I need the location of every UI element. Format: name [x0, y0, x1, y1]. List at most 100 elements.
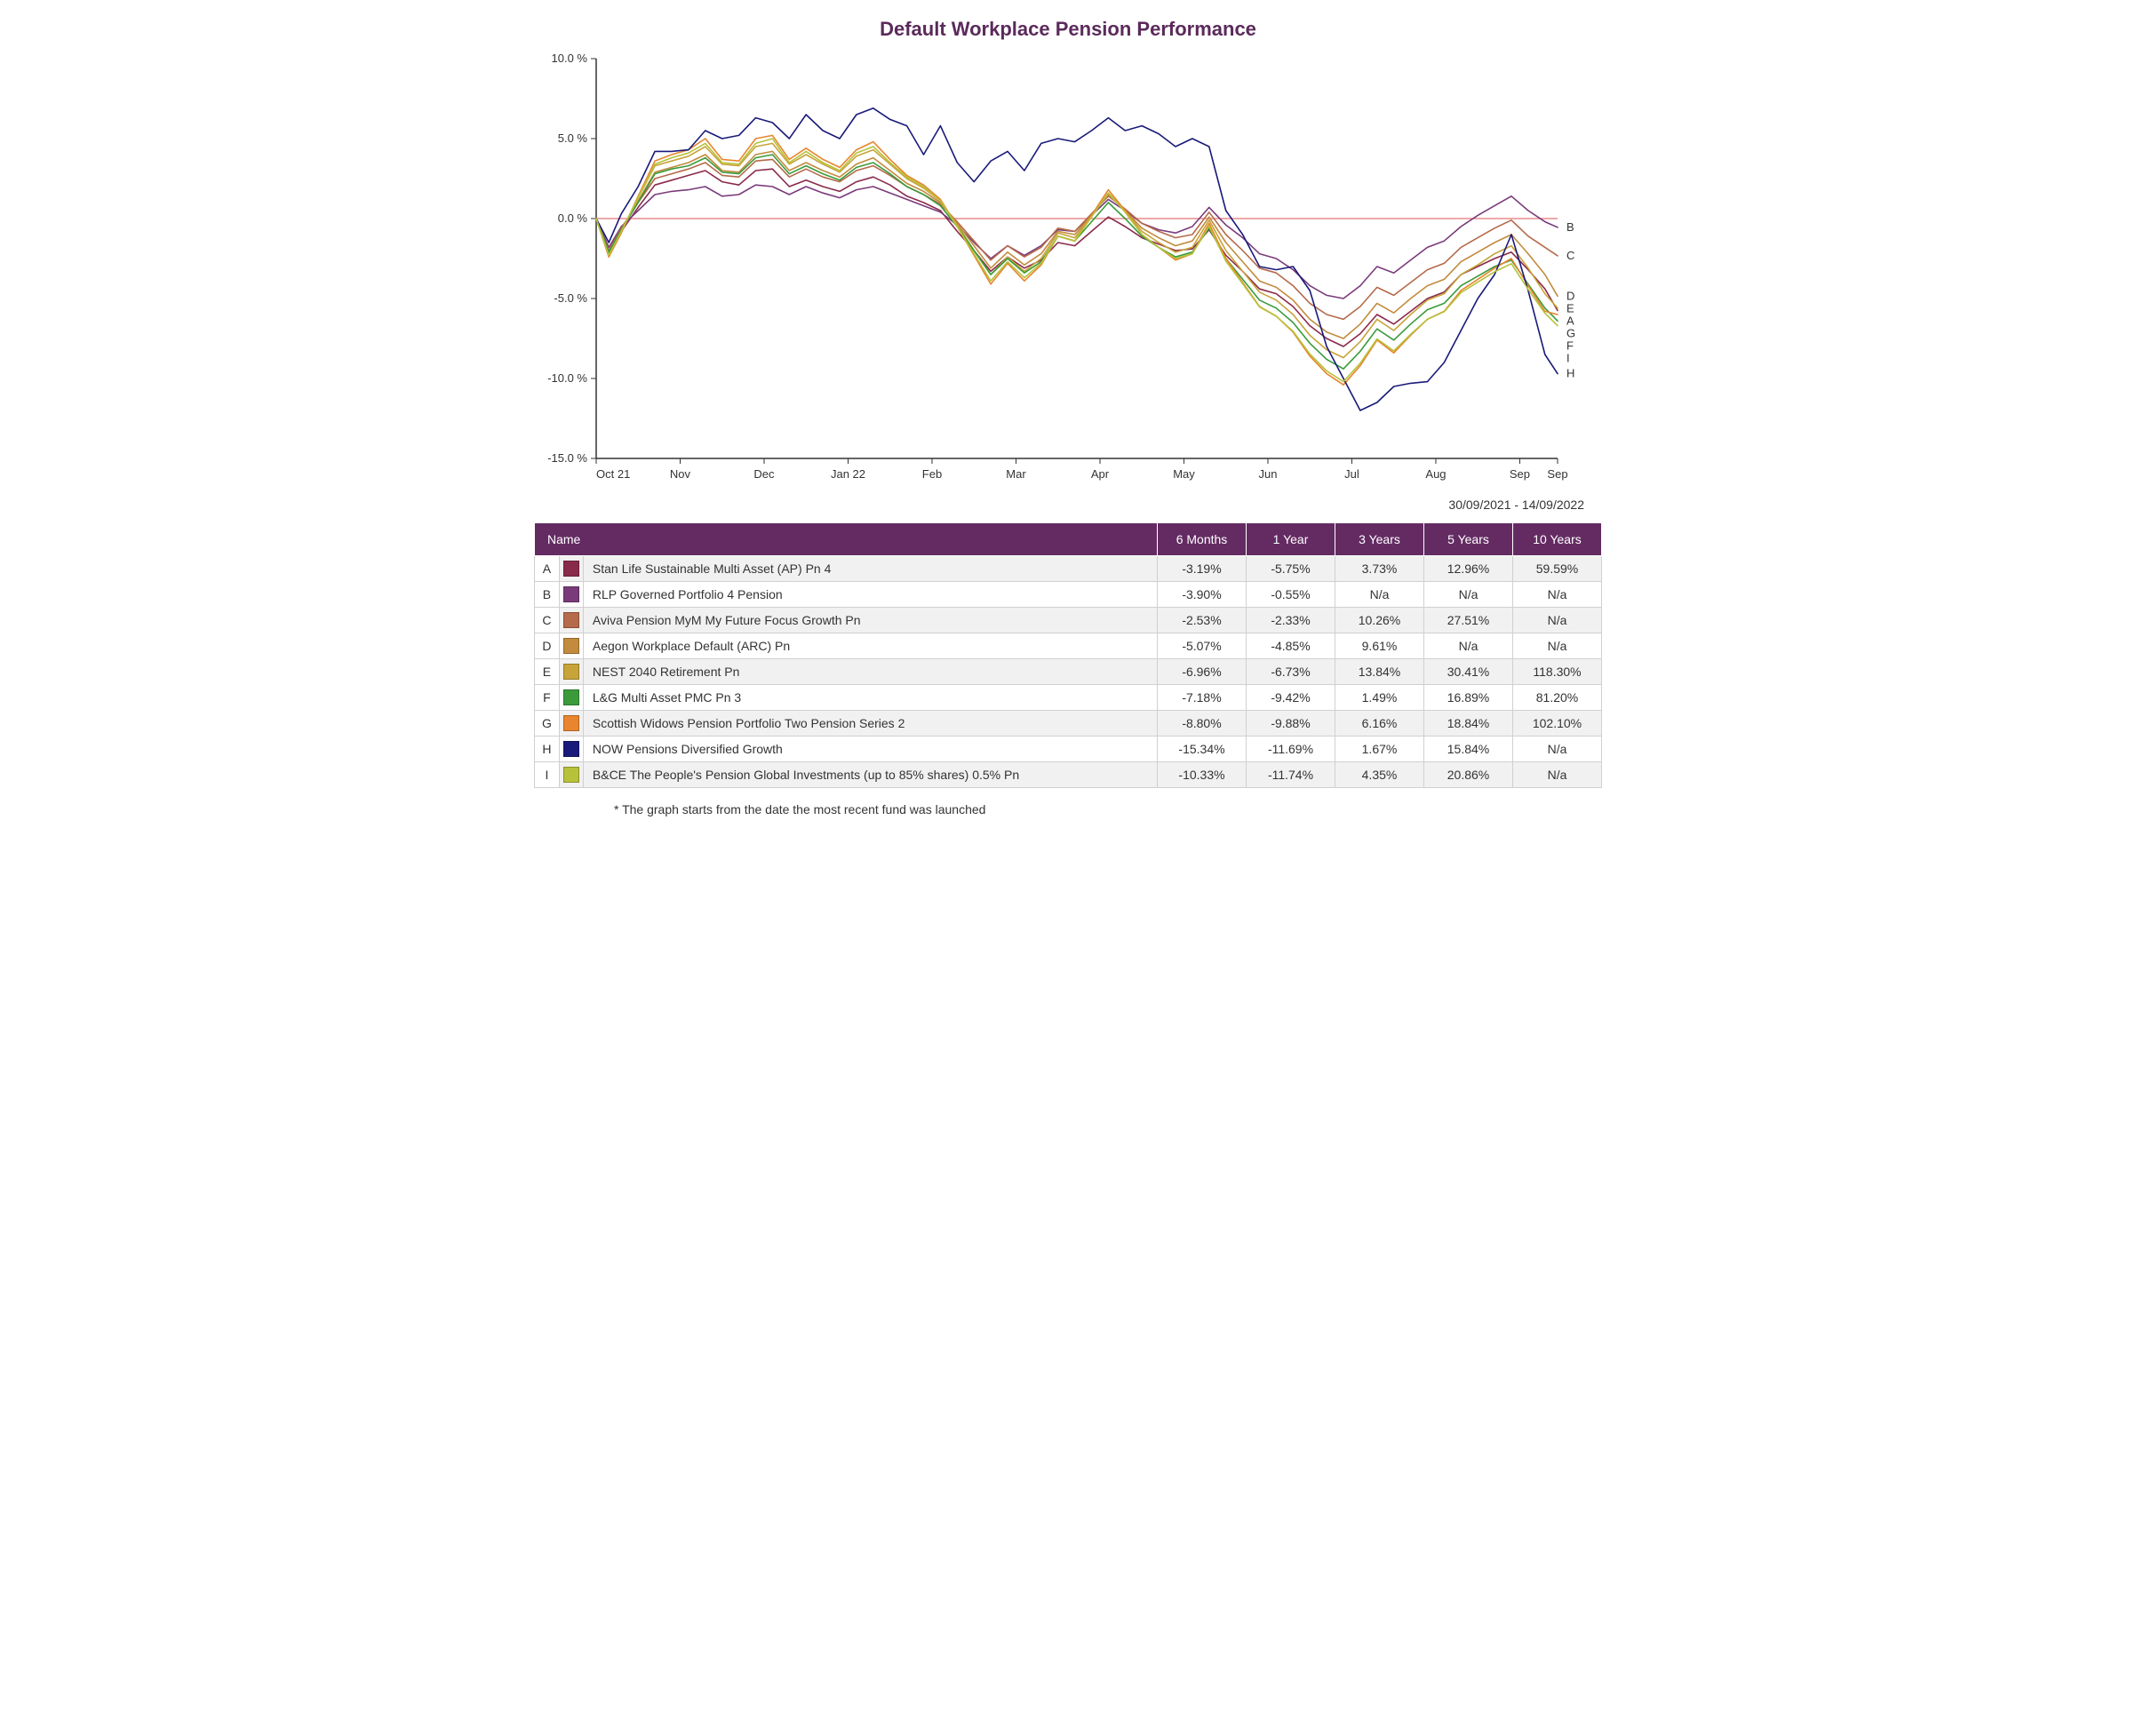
return-cell: N/a [1513, 737, 1602, 762]
return-cell: -3.90% [1158, 582, 1247, 608]
svg-text:D: D [1566, 289, 1574, 302]
color-swatch [559, 608, 583, 633]
return-cell: 13.84% [1335, 659, 1424, 685]
return-cell: 4.35% [1335, 762, 1424, 788]
return-cell: -10.33% [1158, 762, 1247, 788]
row-key: D [535, 633, 560, 659]
svg-text:Feb: Feb [922, 467, 942, 481]
svg-text:May: May [1173, 467, 1195, 481]
svg-text:F: F [1566, 338, 1574, 352]
return-cell: 16.89% [1424, 685, 1513, 711]
return-cell: 15.84% [1424, 737, 1513, 762]
svg-text:Nov: Nov [670, 467, 691, 481]
return-cell: N/a [1335, 582, 1424, 608]
col-header: 6 Months [1158, 523, 1247, 556]
svg-text:-15.0 %: -15.0 % [547, 451, 587, 465]
return-cell: 10.26% [1335, 608, 1424, 633]
fund-name: B&CE The People's Pension Global Investm… [583, 762, 1157, 788]
return-cell: 6.16% [1335, 711, 1424, 737]
svg-text:A: A [1566, 314, 1574, 327]
table-row: B RLP Governed Portfolio 4 Pension-3.90%-… [535, 582, 1602, 608]
row-key: C [535, 608, 560, 633]
svg-text:G: G [1566, 326, 1575, 339]
col-header: 10 Years [1513, 523, 1602, 556]
svg-text:10.0 %: 10.0 % [552, 52, 588, 65]
return-cell: 102.10% [1513, 711, 1602, 737]
return-cell: -5.75% [1247, 556, 1335, 582]
svg-text:Jun: Jun [1258, 467, 1277, 481]
svg-text:Mar: Mar [1006, 467, 1026, 481]
col-header: 5 Years [1424, 523, 1513, 556]
svg-text:Dec: Dec [753, 467, 775, 481]
color-swatch [559, 711, 583, 737]
table-row: HNOW Pensions Diversified Growth-15.34%-… [535, 737, 1602, 762]
fund-name: Aegon Workplace Default (ARC) Pn [583, 633, 1157, 659]
table-row: C Aviva Pension MyM My Future Focus Growt… [535, 608, 1602, 633]
table-row: DAegon Workplace Default (ARC) Pn-5.07%-… [535, 633, 1602, 659]
color-swatch [559, 685, 583, 711]
return-cell: -15.34% [1158, 737, 1247, 762]
return-cell: -2.53% [1158, 608, 1247, 633]
return-cell: 59.59% [1513, 556, 1602, 582]
chart-title: Default Workplace Pension Performance [534, 18, 1602, 41]
return-cell: 27.51% [1424, 608, 1513, 633]
fund-name: RLP Governed Portfolio 4 Pension [583, 582, 1157, 608]
row-key: H [535, 737, 560, 762]
row-key: F [535, 685, 560, 711]
table-row: ENEST 2040 Retirement Pn-6.96%-6.73%13.8… [535, 659, 1602, 685]
fund-name: Aviva Pension MyM My Future Focus Growth… [583, 608, 1157, 633]
date-range-label: 30/09/2021 - 14/09/2022 [534, 498, 1602, 512]
return-cell: -6.96% [1158, 659, 1247, 685]
col-header-name: Name [535, 523, 1158, 556]
color-swatch [559, 659, 583, 685]
return-cell: -9.42% [1247, 685, 1335, 711]
svg-text:I: I [1566, 351, 1570, 364]
color-swatch [559, 633, 583, 659]
table-row: I B&CE The People's Pension Global Invest… [535, 762, 1602, 788]
color-swatch [559, 737, 583, 762]
return-cell: 1.49% [1335, 685, 1424, 711]
svg-text:5.0 %: 5.0 % [558, 131, 588, 145]
svg-text:E: E [1566, 301, 1574, 315]
return-cell: N/a [1513, 608, 1602, 633]
svg-text:Jan 22: Jan 22 [831, 467, 865, 481]
fund-name: Stan Life Sustainable Multi Asset (AP) P… [583, 556, 1157, 582]
fund-name: NOW Pensions Diversified Growth [583, 737, 1157, 762]
svg-text:Aug: Aug [1425, 467, 1446, 481]
svg-text:-10.0 %: -10.0 % [547, 371, 587, 385]
svg-text:B: B [1566, 220, 1574, 234]
return-cell: 1.67% [1335, 737, 1424, 762]
return-cell: N/a [1513, 762, 1602, 788]
return-cell: 30.41% [1424, 659, 1513, 685]
return-cell: N/a [1513, 582, 1602, 608]
row-key: G [535, 711, 560, 737]
return-cell: 3.73% [1335, 556, 1424, 582]
col-header: 3 Years [1335, 523, 1424, 556]
return-cell: -0.55% [1247, 582, 1335, 608]
return-cell: N/a [1424, 633, 1513, 659]
return-cell: N/a [1513, 633, 1602, 659]
color-swatch [559, 762, 583, 788]
color-swatch [559, 556, 583, 582]
return-cell: -8.80% [1158, 711, 1247, 737]
svg-text:Sep: Sep [1510, 467, 1530, 481]
return-cell: -6.73% [1247, 659, 1335, 685]
svg-text:Sep: Sep [1547, 467, 1567, 481]
table-row: FL&G Multi Asset PMC Pn 3-7.18%-9.42%1.4… [535, 685, 1602, 711]
fund-name: NEST 2040 Retirement Pn [583, 659, 1157, 685]
performance-table: Name6 Months1 Year3 Years5 Years10 Years… [534, 522, 1602, 788]
col-header: 1 Year [1247, 523, 1335, 556]
return-cell: 9.61% [1335, 633, 1424, 659]
return-cell: -5.07% [1158, 633, 1247, 659]
fund-name: Scottish Widows Pension Portfolio Two Pe… [583, 711, 1157, 737]
svg-text:Apr: Apr [1091, 467, 1110, 481]
return-cell: -3.19% [1158, 556, 1247, 582]
row-key: B [535, 582, 560, 608]
row-key: A [535, 556, 560, 582]
table-row: A Stan Life Sustainable Multi Asset (AP) … [535, 556, 1602, 582]
return-cell: 18.84% [1424, 711, 1513, 737]
return-cell: -2.33% [1247, 608, 1335, 633]
row-key: I [535, 762, 560, 788]
return-cell: 118.30% [1513, 659, 1602, 685]
svg-text:H: H [1566, 367, 1574, 380]
